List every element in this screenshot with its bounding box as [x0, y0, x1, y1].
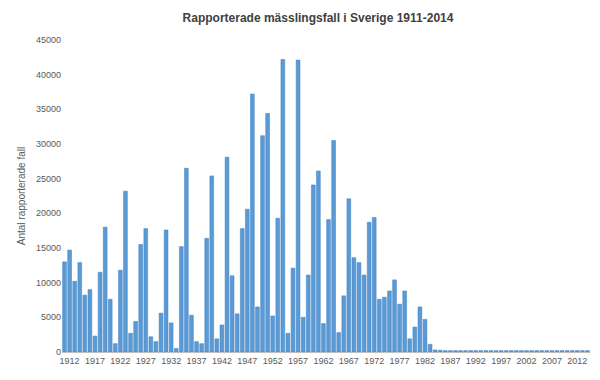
- svg-text:1967: 1967: [339, 356, 359, 366]
- svg-text:1952: 1952: [263, 356, 283, 366]
- svg-text:20000: 20000: [36, 208, 61, 218]
- svg-text:1957: 1957: [288, 356, 308, 366]
- svg-text:1977: 1977: [390, 356, 410, 366]
- svg-text:Antal rapporterade fall: Antal rapporterade fall: [16, 147, 27, 245]
- svg-text:1947: 1947: [237, 356, 257, 366]
- svg-text:1912: 1912: [60, 356, 80, 366]
- svg-text:10000: 10000: [36, 278, 61, 288]
- svg-text:1972: 1972: [364, 356, 384, 366]
- svg-text:1987: 1987: [440, 356, 460, 366]
- svg-text:25000: 25000: [36, 174, 61, 184]
- svg-text:1942: 1942: [212, 356, 232, 366]
- svg-text:1932: 1932: [161, 356, 181, 366]
- svg-text:1982: 1982: [415, 356, 435, 366]
- svg-text:0: 0: [56, 347, 61, 357]
- svg-text:1917: 1917: [85, 356, 105, 366]
- svg-text:1927: 1927: [136, 356, 156, 366]
- svg-text:1962: 1962: [313, 356, 333, 366]
- svg-text:1937: 1937: [187, 356, 207, 366]
- svg-text:30000: 30000: [36, 139, 61, 149]
- svg-text:2012: 2012: [567, 356, 587, 366]
- svg-text:5000: 5000: [41, 312, 61, 322]
- svg-text:Rapporterade mässlingsfall i S: Rapporterade mässlingsfall i Sverige 191…: [183, 11, 454, 25]
- svg-text:45000: 45000: [36, 35, 61, 45]
- svg-text:1922: 1922: [110, 356, 130, 366]
- svg-text:15000: 15000: [36, 243, 61, 253]
- svg-text:1997: 1997: [491, 356, 511, 366]
- svg-text:2007: 2007: [542, 356, 562, 366]
- svg-text:2002: 2002: [517, 356, 537, 366]
- svg-text:40000: 40000: [36, 70, 61, 80]
- svg-text:1992: 1992: [466, 356, 486, 366]
- svg-text:35000: 35000: [36, 104, 61, 114]
